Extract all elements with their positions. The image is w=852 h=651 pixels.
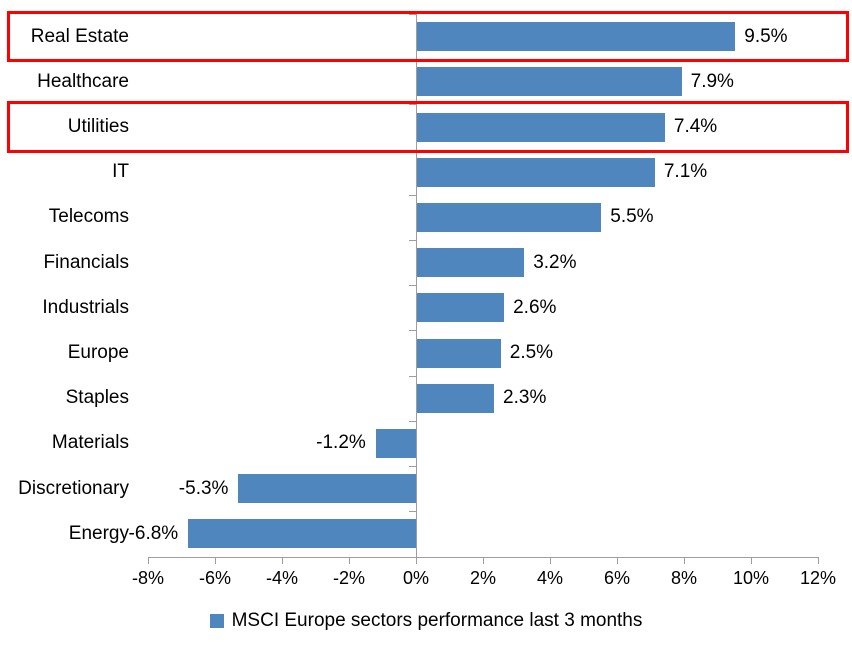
value-axis-tick-label: 6% [603,568,631,588]
category-axis-tick [409,466,416,468]
category-axis-tick [409,14,416,15]
value-axis-tick [349,556,350,564]
value-label: 2.6% [513,296,557,318]
category-label: IT [112,161,129,183]
bar [417,112,665,142]
category-axis-line [416,14,417,557]
bar [417,22,736,52]
category-axis-tick [409,375,416,377]
value-axis-tick-label: 12% [799,568,837,588]
value-axis-tick-label: 8% [670,568,698,588]
value-axis-tick [416,556,417,564]
category-label: Europe [67,342,129,364]
category-label: Staples [65,387,129,409]
category-label: Healthcare [37,70,129,92]
category-axis-tick [409,104,416,106]
category-label: Materials [51,432,129,454]
value-axis-tick [550,556,551,564]
category-axis-tick [409,59,416,61]
category-axis-tick [409,330,416,332]
legend: MSCI Europe sectors performance last 3 m… [0,610,852,632]
value-label: 7.9% [690,70,734,92]
value-label: 7.1% [663,161,708,183]
value-label: -6.8% [128,522,179,544]
value-label: -5.3% [178,477,229,499]
value-axis-tick-label: 0% [402,568,430,588]
bar [238,474,416,504]
category-label: Utilities [67,116,129,138]
value-label: 2.5% [509,342,554,364]
value-label: -1.2% [316,432,366,454]
bar [417,248,525,278]
value-axis-tick [617,556,618,564]
value-axis-tick [215,556,216,564]
category-axis-tick [409,420,416,422]
bar [188,519,416,549]
value-axis-tick-label: 10% [732,568,770,588]
bar [417,202,602,232]
bar [375,428,416,458]
bar [417,157,655,187]
category-label: Real Estate [30,25,129,47]
value-axis-tick [818,556,819,564]
value-axis-tick [483,556,484,564]
value-axis-tick-label: -8% [131,568,165,588]
value-label: 9.5% [744,25,788,47]
value-label: 2.3% [503,387,547,409]
value-axis-tick-label: 2% [469,568,497,588]
value-label: 3.2% [533,251,577,273]
legend-swatch-icon [209,614,224,628]
value-label: 7.4% [673,116,718,138]
category-axis-tick [409,149,416,151]
value-axis-tick-label: -6% [198,568,232,588]
category-label: Energy [68,522,129,544]
category-axis-tick [409,285,416,287]
category-label: Telecoms [48,206,129,228]
value-axis-tick [282,556,283,564]
category-label: Industrials [42,296,129,318]
legend-label: MSCI Europe sectors performance last 3 m… [231,610,643,631]
bar [417,67,682,97]
category-label: Financials [43,251,129,273]
category-axis-tick [409,194,416,196]
category-axis-tick [409,240,416,242]
category-axis-tick [409,511,416,513]
value-axis-tick [684,556,685,564]
bar [417,338,501,368]
value-axis-tick-label: -2% [332,568,366,588]
value-axis-tick-label: 4% [536,568,564,588]
value-axis-tick-label: -4% [265,568,299,588]
value-axis-tick [751,556,752,564]
value-label: 5.5% [610,206,654,228]
category-label: Discretionary [18,477,129,499]
bar [417,293,505,323]
bar [417,383,495,413]
value-axis-tick [148,556,149,564]
